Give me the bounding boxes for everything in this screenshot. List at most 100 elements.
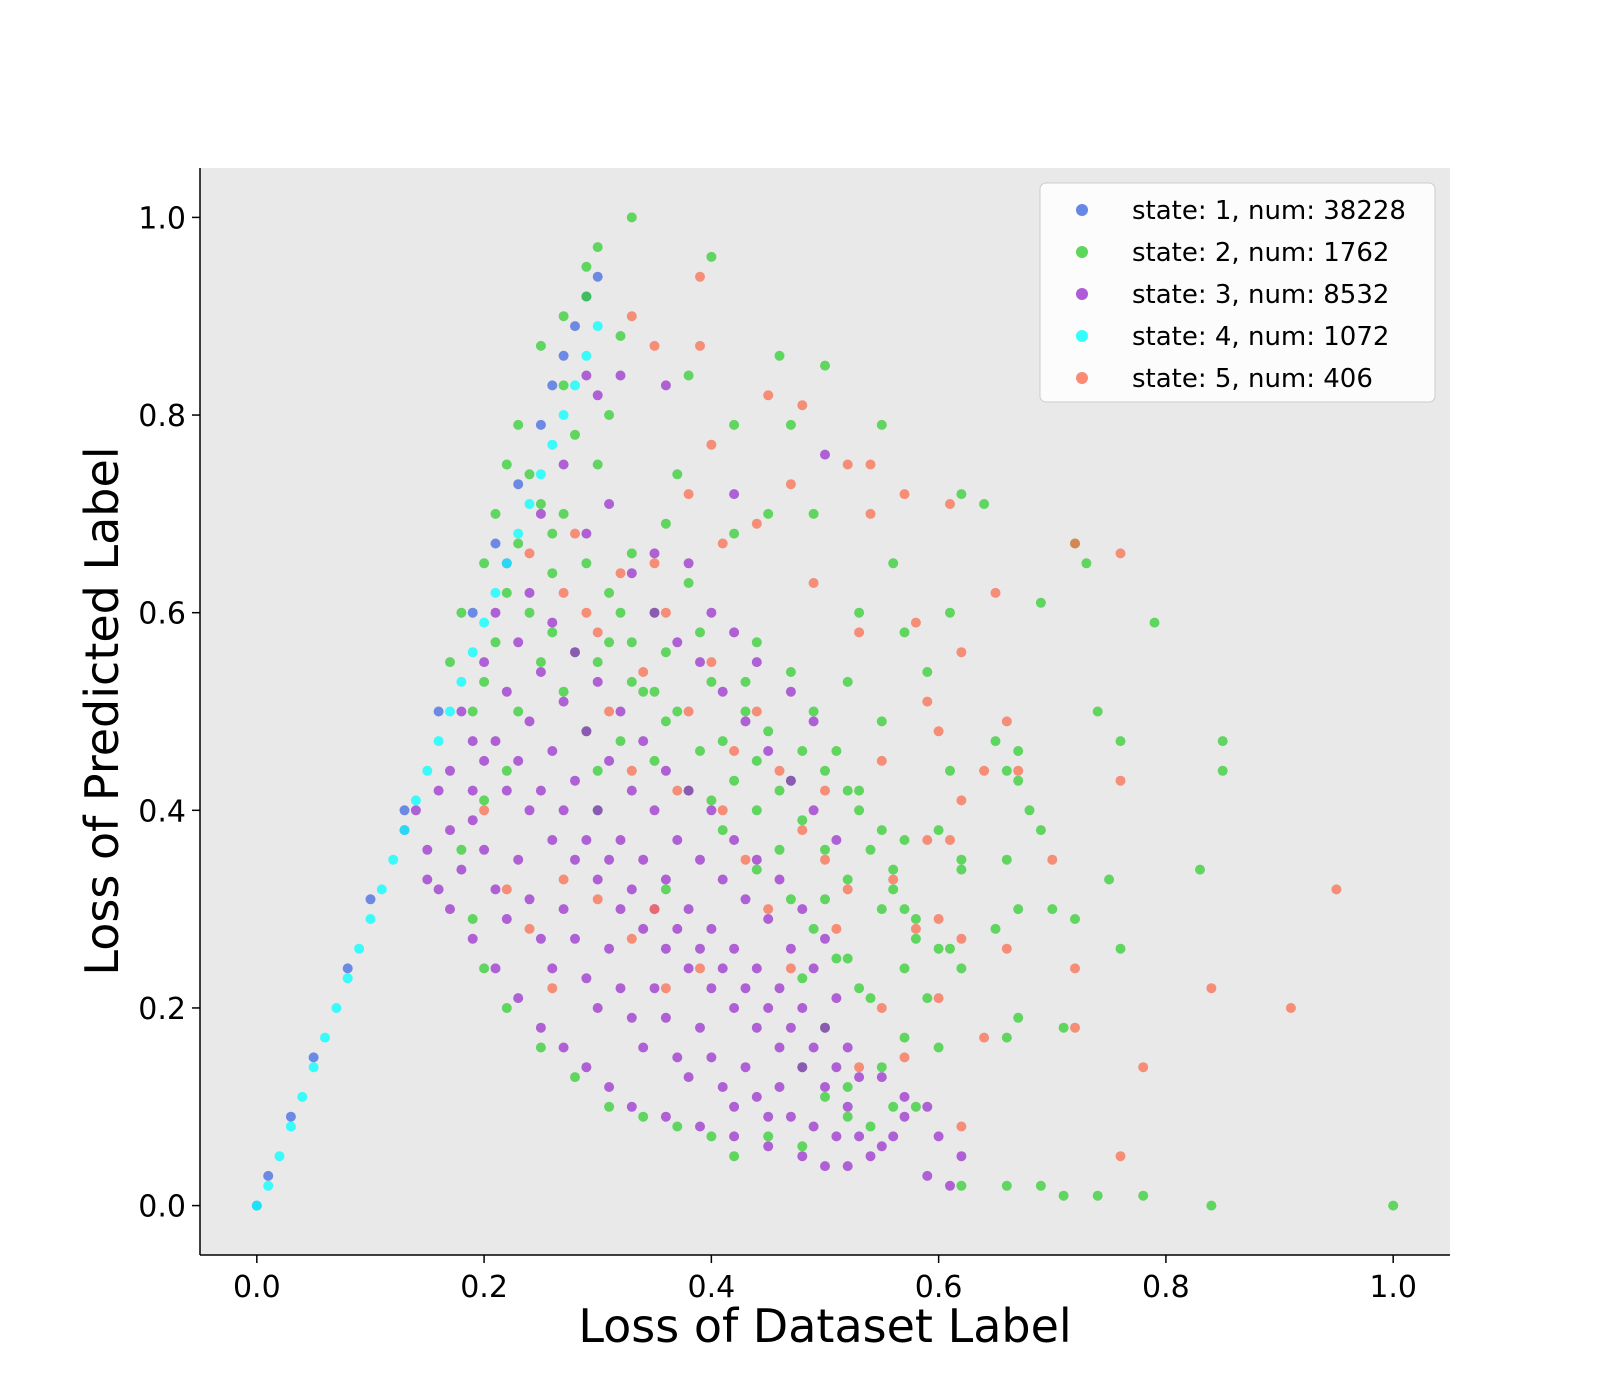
series-3-point	[740, 716, 751, 727]
series-2-point	[808, 508, 819, 519]
series-3-point	[649, 805, 660, 816]
series-5-point	[922, 835, 933, 845]
series-2-point	[672, 706, 683, 717]
series-3	[399, 370, 967, 1191]
series-5-point	[683, 489, 694, 500]
series-2-point	[1070, 914, 1080, 924]
series-2-point	[888, 1101, 899, 1112]
series-4	[251, 321, 603, 1211]
series-2-point	[808, 706, 819, 717]
series-4-point	[547, 439, 558, 450]
series-3-point	[513, 854, 524, 865]
series-4-point	[456, 676, 467, 687]
series-2-point	[535, 499, 546, 509]
series-3-point	[808, 963, 819, 974]
series-2-point	[956, 854, 967, 865]
series-3-point	[558, 1042, 569, 1053]
series-3-point	[547, 963, 558, 974]
series-2-point	[956, 489, 967, 500]
series-3-point	[581, 835, 592, 845]
series-5-point	[933, 914, 944, 924]
series-2-point	[660, 647, 671, 658]
series-3-point	[615, 904, 626, 915]
series-2-point	[615, 607, 626, 618]
series-4-point	[422, 765, 433, 776]
series-5-point	[604, 706, 615, 717]
series-2-point	[570, 429, 580, 440]
series-3-point	[763, 914, 774, 924]
series-3-point	[433, 884, 444, 895]
series-3-point	[672, 1052, 683, 1063]
series-2-point	[774, 785, 785, 796]
series-3-point	[570, 775, 580, 786]
series-2-point	[899, 963, 910, 974]
series-2-point	[842, 874, 853, 885]
series-3-point	[774, 874, 785, 885]
series-3-point	[797, 1003, 808, 1013]
series-3-point	[660, 943, 671, 954]
series-1-point	[513, 479, 524, 490]
series-3-point	[751, 657, 762, 668]
series-5-point	[956, 647, 967, 658]
series-2-point	[956, 1180, 967, 1191]
series-3-point	[808, 805, 819, 816]
series-1-point	[433, 706, 444, 717]
series-3-point	[479, 657, 490, 668]
series-5-point	[570, 528, 580, 539]
series-2-point	[1001, 1180, 1012, 1191]
series-3-point	[615, 706, 626, 717]
series-5-point	[592, 627, 603, 638]
series-3-point	[876, 1072, 887, 1083]
series-3-point	[547, 617, 558, 628]
series-2-point	[479, 795, 490, 806]
series-3-point	[763, 1141, 774, 1152]
series-2-point	[729, 528, 740, 539]
series-2-point	[1035, 597, 1046, 608]
legend-marker	[1076, 204, 1088, 216]
series-1-point	[263, 1170, 274, 1181]
series-3-point	[672, 923, 683, 934]
series-3-point	[888, 1131, 899, 1142]
y-tick-label: 0.8	[138, 399, 186, 434]
series-3-point	[592, 390, 603, 401]
series-2-point	[615, 736, 626, 747]
series-3-point	[445, 765, 455, 776]
series-5-point	[649, 340, 660, 351]
series-2-point	[638, 1111, 649, 1122]
series-3-point	[626, 785, 637, 796]
y-tick-label: 0.4	[138, 794, 186, 829]
series-5-point	[524, 923, 535, 934]
series-3-point	[558, 904, 569, 915]
series-3-point	[717, 963, 728, 974]
series-3-point	[785, 686, 796, 697]
series-5-point	[706, 439, 717, 450]
series-4-point	[467, 647, 478, 658]
series-3-point	[660, 1111, 671, 1122]
series-2-point	[854, 607, 865, 618]
series-5-point	[1115, 548, 1126, 559]
series-3-point	[842, 1161, 853, 1172]
series-5-point	[785, 963, 796, 974]
series-5-point	[1115, 1151, 1126, 1162]
series-2-point	[604, 410, 615, 420]
series-2-point	[1092, 706, 1103, 717]
series-3-point	[592, 805, 603, 816]
series-4-point	[513, 528, 524, 539]
series-3-point	[410, 805, 421, 816]
series-3-point	[683, 785, 694, 796]
series-3-point	[842, 1101, 853, 1112]
series-3-point	[831, 1131, 842, 1142]
series-2-point	[910, 933, 921, 944]
series-1-point	[490, 538, 501, 549]
series-3-point	[683, 558, 694, 569]
series-2-point	[751, 755, 762, 766]
series-2-point	[842, 1082, 853, 1092]
series-4-point	[445, 706, 455, 717]
series-2-point	[763, 508, 774, 519]
series-2-point	[797, 973, 808, 984]
series-3-point	[683, 904, 694, 915]
series-3-point	[695, 1022, 705, 1033]
series-5-point	[581, 607, 592, 618]
series-2-point	[729, 775, 740, 786]
series-3-point	[774, 1042, 785, 1053]
